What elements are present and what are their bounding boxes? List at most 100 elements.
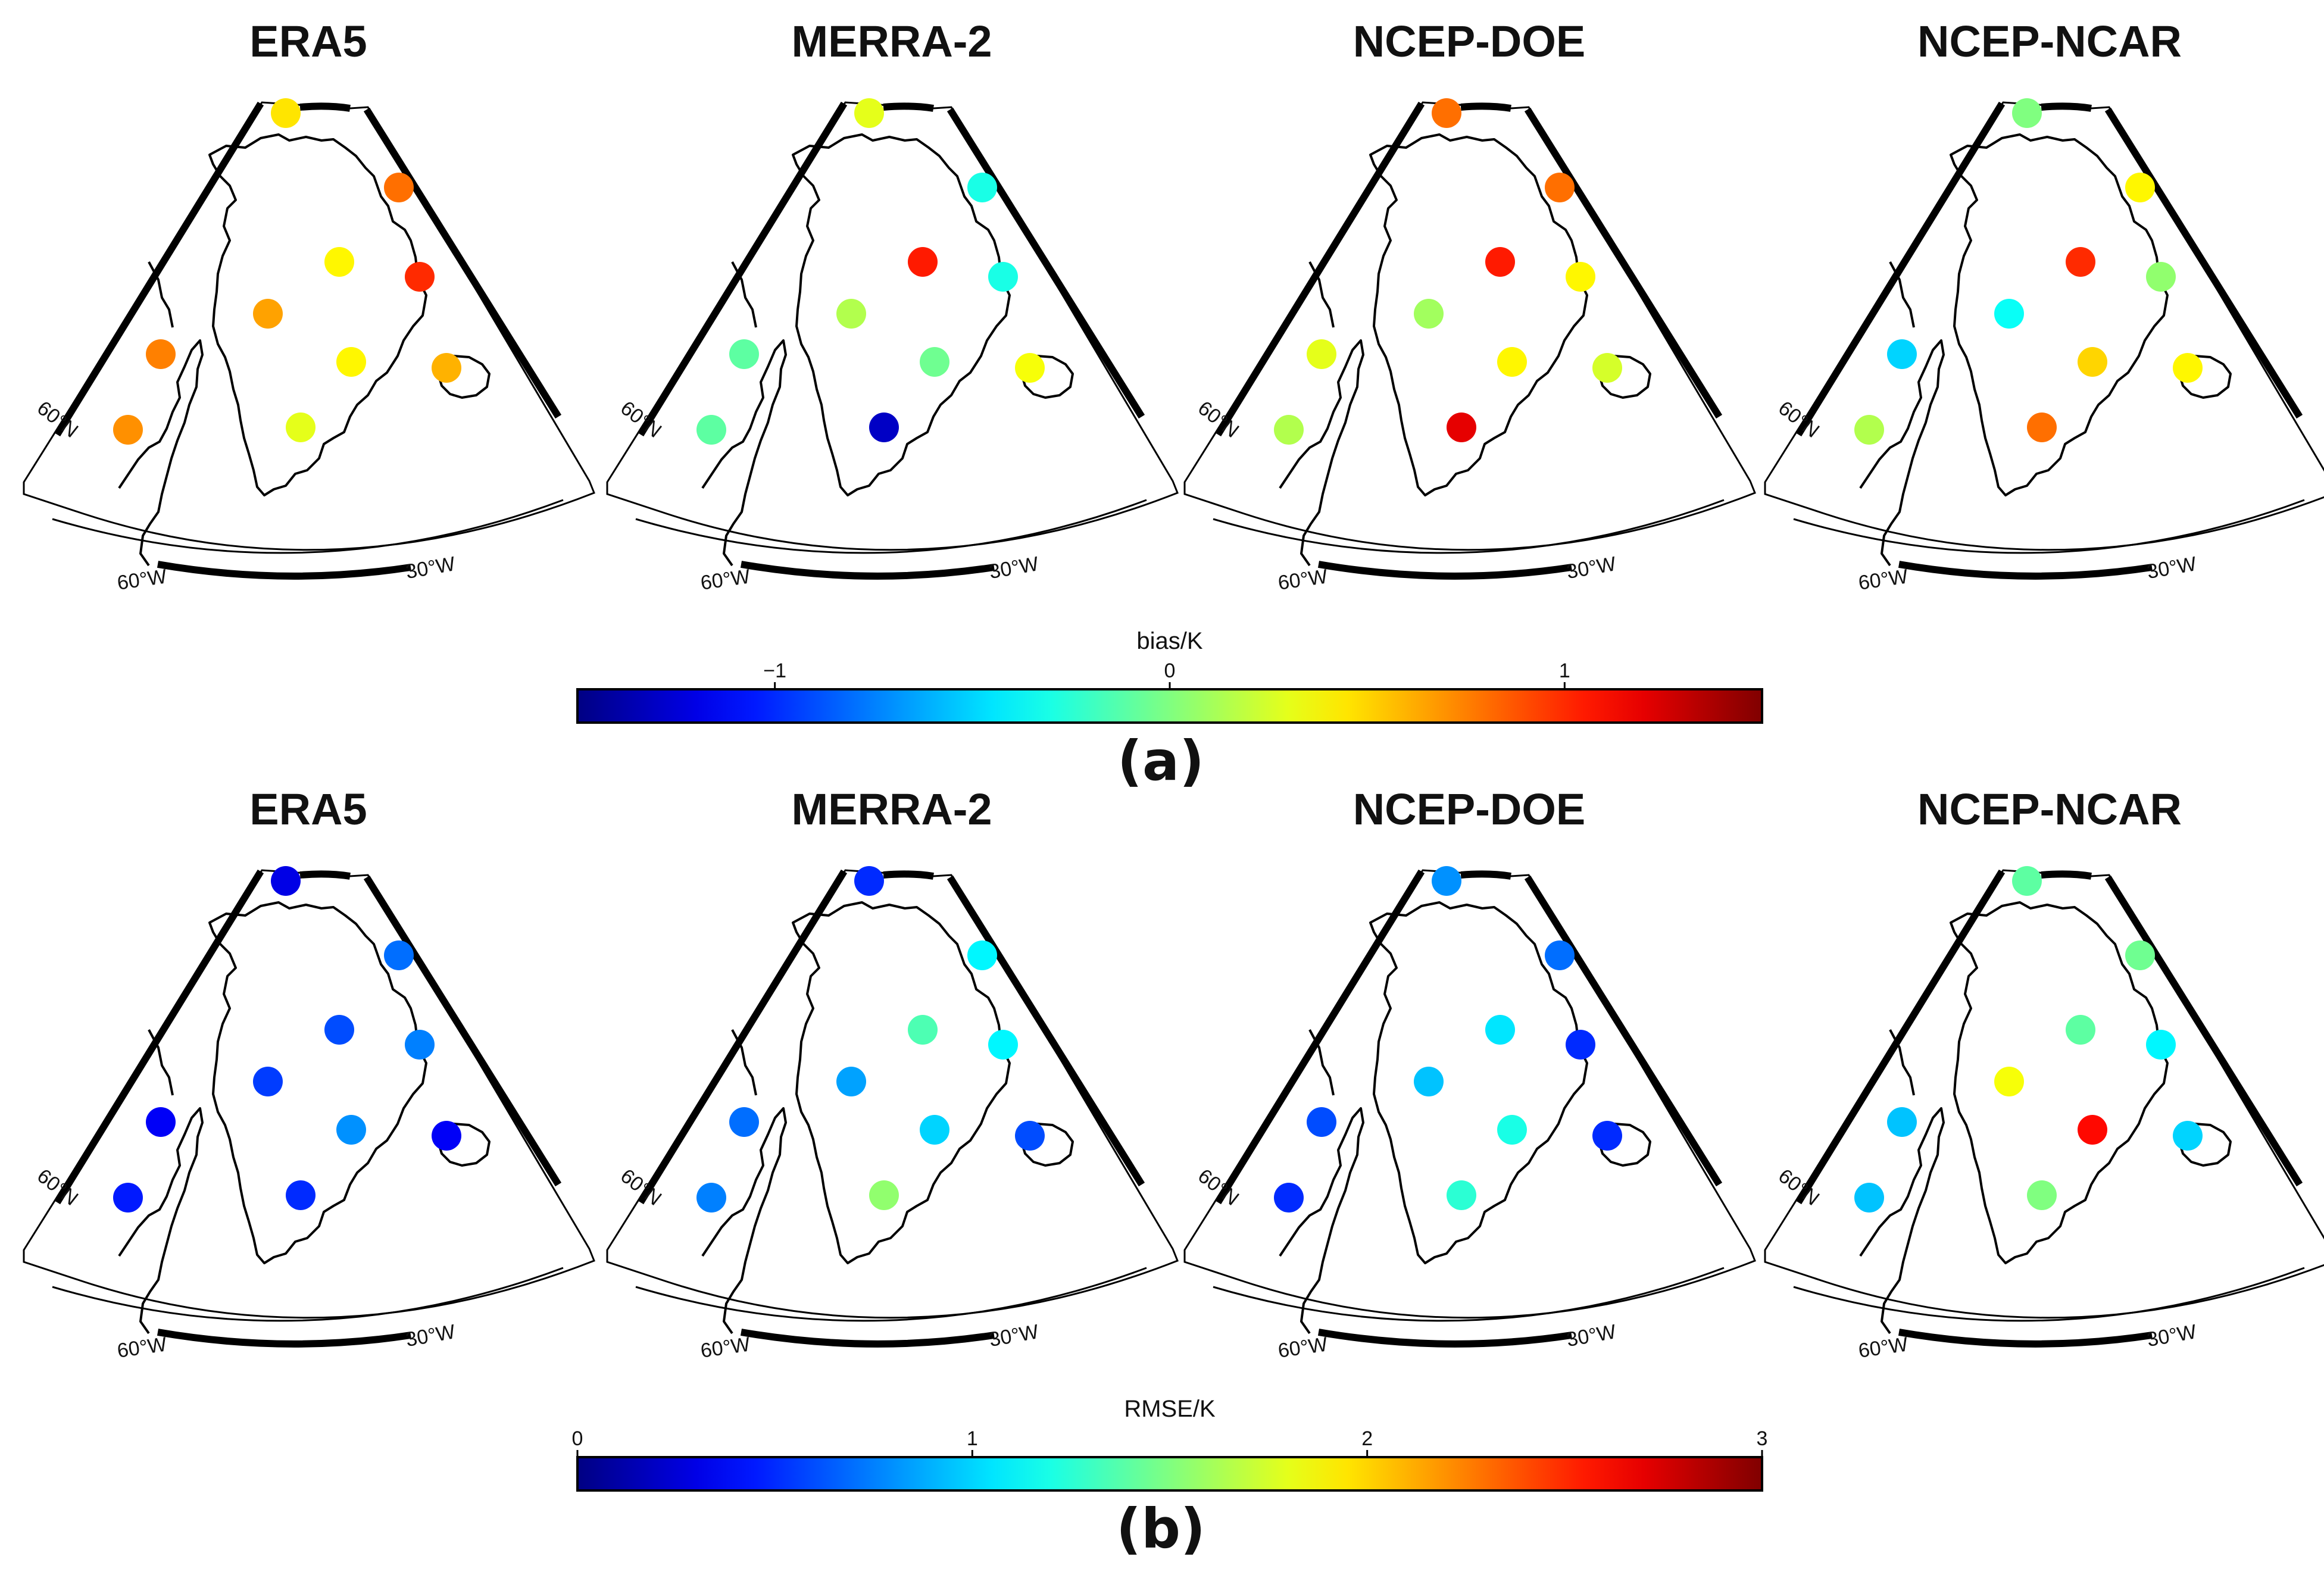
station-marker: [1566, 262, 1595, 292]
map-border-segment: [2104, 107, 2303, 419]
colorbar-tick-label: 0: [1164, 660, 1176, 682]
station-marker: [2173, 1121, 2203, 1151]
station-marker: [2027, 1180, 2057, 1210]
station-marker: [729, 1107, 759, 1137]
lon-label-60w: 60°W: [115, 1333, 168, 1362]
station-marker: [384, 940, 414, 970]
lon-label-30w: 30°W: [404, 552, 457, 583]
map-border-segment: [1214, 101, 1425, 437]
station-marker: [432, 1121, 461, 1151]
map-border-segment: [637, 869, 848, 1205]
station-marker: [253, 299, 283, 329]
colorbar-tick-label: 3: [1757, 1427, 1768, 1450]
map-border-segment: [1460, 102, 1511, 112]
map-frame: [1183, 869, 1756, 1319]
map-border-segment: [2041, 102, 2092, 112]
station-marker: [2078, 347, 2107, 377]
panel-label-b: (b): [1116, 1497, 1205, 1561]
panel-title-b-1: MERRA-2: [791, 785, 992, 834]
map-inner-arc: [1793, 499, 2305, 554]
map-inner-arc: [635, 499, 1147, 554]
lon-label-60w: 60°W: [1276, 1333, 1329, 1362]
lon-label-30w: 30°W: [2145, 1320, 2198, 1351]
map-border-segment: [1898, 1329, 2153, 1348]
panel-title-a-1: MERRA-2: [791, 17, 992, 66]
map-frame: [23, 101, 595, 551]
iceland-coastline: [1598, 1123, 1651, 1167]
station-marker: [324, 1015, 354, 1045]
station-marker: [336, 1115, 366, 1145]
greenland-coastline: [1950, 133, 2169, 496]
station-marker: [1307, 339, 1336, 369]
baffin-island-coastline: [731, 261, 757, 328]
station-marker: [432, 353, 461, 383]
baffin-coastline: [118, 339, 204, 567]
map-border-segment: [363, 107, 562, 419]
map-frame: [606, 101, 1179, 551]
greenland-coastline: [792, 901, 1011, 1264]
station-marker: [2066, 1015, 2095, 1045]
iceland-coastline: [1020, 1123, 1074, 1167]
station-marker: [988, 262, 1018, 292]
colorbar-tick-label: 2: [1361, 1427, 1373, 1450]
map-border-segment: [637, 101, 848, 437]
map-border-segment: [54, 869, 264, 1205]
colorbar-tick-label: 0: [572, 1427, 583, 1450]
baffin-coastline: [1279, 1107, 1364, 1335]
station-marker: [854, 98, 884, 128]
station-marker: [1414, 299, 1444, 329]
station-marker: [286, 412, 316, 442]
colorbar-tick-label: −1: [763, 660, 786, 682]
panel-title-a-0: ERA5: [249, 17, 367, 66]
iceland-coastline: [1598, 355, 1651, 399]
greenland-coastline: [1950, 901, 2169, 1264]
station-marker: [729, 339, 759, 369]
station-marker: [1485, 247, 1515, 277]
map-border-segment: [54, 101, 264, 437]
station-marker: [405, 1030, 435, 1060]
baffin-coastline: [701, 1107, 787, 1335]
map-frame: [1764, 101, 2324, 551]
map-border-segment: [2041, 870, 2092, 880]
station-marker: [988, 1030, 1018, 1060]
station-marker: [146, 339, 176, 369]
station-marker: [1854, 415, 1884, 445]
station-marker: [2012, 866, 2042, 896]
baffin-island-coastline: [1889, 1029, 1915, 1096]
iceland-coastline: [2178, 355, 2232, 399]
station-marker: [1274, 415, 1304, 445]
station-marker: [869, 1180, 899, 1210]
greenland-coastline: [1369, 901, 1588, 1264]
map-frame: [606, 869, 1179, 1319]
map-border-segment: [883, 102, 934, 112]
baffin-coastline: [1279, 339, 1364, 567]
panel-title-b-2: NCEP-DOE: [1353, 785, 1586, 834]
station-marker: [2012, 98, 2042, 128]
lon-label-30w: 30°W: [1565, 1320, 1618, 1351]
map-panel-b-1: MERRA-260°N60°W 30°W: [606, 785, 1179, 1362]
map-frame: [1183, 101, 1756, 551]
station-marker: [1592, 353, 1622, 383]
panel-title-b-0: ERA5: [249, 785, 367, 834]
station-marker: [696, 1183, 726, 1212]
iceland-coastline: [1020, 355, 1074, 399]
greenland-coastline: [1369, 133, 1588, 496]
station-marker: [2173, 353, 2203, 383]
lon-label-60w: 60°W: [115, 565, 168, 594]
station-marker: [1447, 412, 1476, 442]
station-marker: [1497, 347, 1527, 377]
station-marker: [2125, 940, 2155, 970]
station-marker: [1887, 1107, 1917, 1137]
station-marker: [836, 1067, 866, 1096]
station-marker: [967, 940, 997, 970]
station-marker: [908, 247, 938, 277]
colorbar-gradient: [577, 1457, 1762, 1490]
map-border-segment: [1898, 561, 2153, 580]
station-marker: [2146, 1030, 2176, 1060]
station-marker: [836, 299, 866, 329]
station-marker: [1994, 299, 2024, 329]
station-marker: [1274, 1183, 1304, 1212]
